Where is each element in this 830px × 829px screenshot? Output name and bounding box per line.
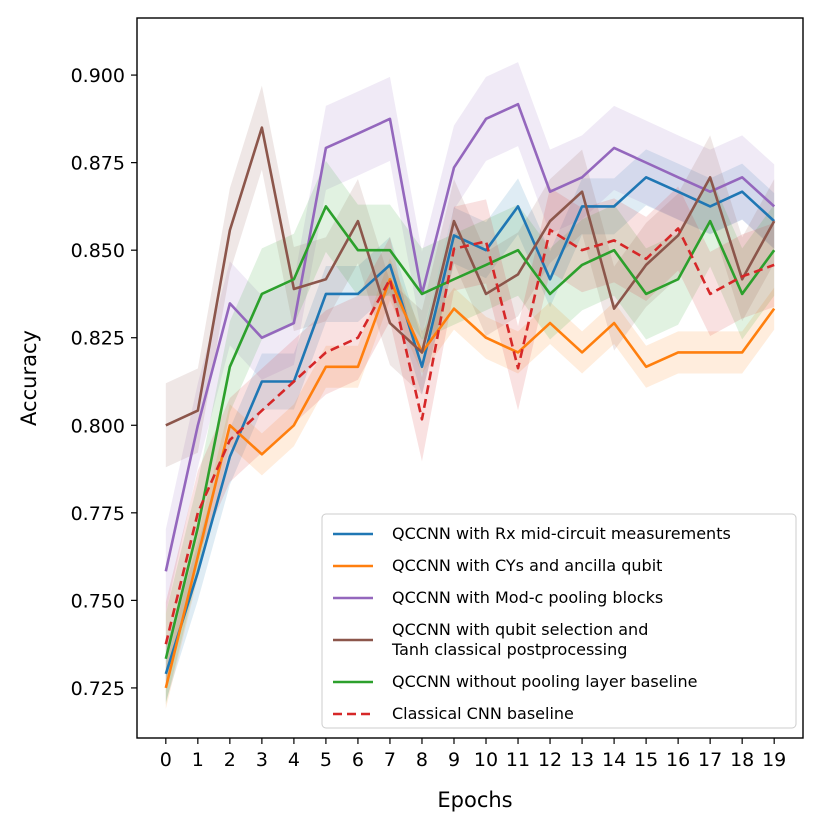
line-series-3: [165, 126, 776, 427]
x-tick-label-13: 13: [570, 749, 594, 771]
legend-label-0: QCCNN with Rx mid-circuit measurements: [392, 524, 731, 543]
y-tick-label-3: 0.800: [71, 415, 125, 437]
y-tick-label-7: 0.900: [71, 65, 125, 87]
y-tick-label-4: 0.825: [71, 328, 125, 350]
line-series-1: [164, 277, 776, 689]
band-series-1: [165, 258, 775, 709]
legend: QCCNN with Rx mid-circuit measurements QC…: [321, 513, 797, 729]
x-tick-label-18: 18: [730, 749, 754, 771]
x-tick-label-5: 5: [320, 749, 332, 771]
series-lines: [164, 102, 776, 689]
y-tick-label-0: 0.725: [71, 678, 125, 700]
x-tick-label-0: 0: [160, 749, 172, 771]
x-tick-label-10: 10: [474, 749, 498, 771]
legend-label-3: QCCNN with qubit selection and Tanh class…: [391, 620, 648, 659]
y-axis-ticks: 0.725 0.750 0.775 0.800 0.825 0.850 0.875 0.900: [71, 65, 137, 700]
x-tick-label-16: 16: [666, 749, 690, 771]
legend-box: [321, 513, 797, 729]
line-series-2: [164, 102, 776, 572]
x-axis-ticks: 0 1 2 3 4 5 6 7 8 9 10 11 12 13 14 15 16 17 18 19: [160, 738, 786, 771]
x-tick-label-9: 9: [448, 749, 460, 771]
x-tick-label-6: 6: [352, 749, 364, 771]
y-axis-label: Accuracy: [17, 330, 41, 426]
x-tick-label-14: 14: [602, 749, 626, 771]
legend-label-2: QCCNN with Mod-c pooling blocks: [392, 588, 663, 607]
y-tick-label-1: 0.750: [71, 590, 125, 612]
x-tick-label-3: 3: [256, 749, 268, 771]
band-series-3: [165, 85, 775, 468]
plot-frame: [136, 17, 804, 739]
x-tick-label-19: 19: [762, 749, 786, 771]
y-tick-label-5: 0.850: [71, 240, 125, 262]
x-tick-label-4: 4: [288, 749, 300, 771]
x-tick-label-2: 2: [224, 749, 236, 771]
legend-label-1: QCCNN with CYs and ancilla qubit: [392, 556, 662, 575]
line-series-4: [164, 205, 776, 660]
x-axis-label: Epochs: [437, 788, 512, 812]
legend-label-5: Classical CNN baseline: [392, 704, 574, 723]
band-series-2: [165, 62, 775, 614]
y-tick-label-6: 0.875: [71, 153, 125, 175]
x-tick-label-15: 15: [634, 749, 658, 771]
y-tick-label-2: 0.775: [71, 503, 125, 525]
x-tick-label-17: 17: [698, 749, 722, 771]
x-tick-label-1: 1: [192, 749, 204, 771]
line-series-0: [164, 176, 776, 675]
x-tick-label-11: 11: [506, 749, 530, 771]
legend-label-4: QCCNN without pooling layer baseline: [392, 672, 697, 691]
x-tick-label-12: 12: [538, 749, 562, 771]
x-tick-label-7: 7: [384, 749, 396, 771]
band-series-5: [165, 186, 775, 687]
x-tick-label-8: 8: [416, 749, 428, 771]
